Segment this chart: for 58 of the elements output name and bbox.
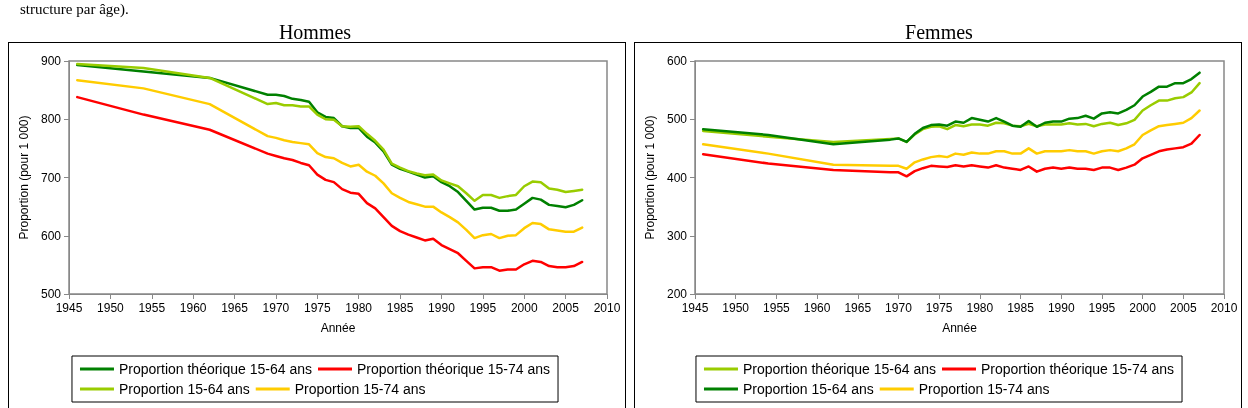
legend-label: Proportion théorique 15-64 ans bbox=[742, 361, 937, 377]
y-axis-title: Proportion (pour 1 000) bbox=[643, 115, 658, 240]
x-tick-label: 1990 bbox=[428, 301, 456, 315]
y-tick-label: 500 bbox=[40, 287, 62, 301]
x-tick-label: 1980 bbox=[345, 301, 373, 315]
legend-label: Proportion théorique 15-74 ans bbox=[981, 361, 1175, 377]
x-tick-label: 1980 bbox=[966, 301, 994, 315]
y-tick-label: 700 bbox=[40, 170, 62, 185]
x-tick-label: 1990 bbox=[1047, 301, 1075, 315]
x-tick-label: 2000 bbox=[510, 301, 538, 315]
x-tick-label: 1950 bbox=[97, 301, 125, 315]
x-tick-label: 1945 bbox=[55, 301, 83, 315]
legend-label: Proportion théorique 15-74 ans bbox=[357, 361, 551, 377]
legend-label: Proportion 15-74 ans bbox=[294, 381, 426, 397]
x-tick-label: 1955 bbox=[138, 301, 166, 315]
y-tick-label: 800 bbox=[40, 112, 62, 127]
y-axis-title: Proportion (pour 1 000) bbox=[17, 115, 32, 240]
legend-label: Proportion 15-64 ans bbox=[118, 381, 250, 397]
y-tick-label: 600 bbox=[666, 54, 688, 68]
legend-label: Proportion théorique 15-64 ans bbox=[118, 361, 313, 377]
x-tick-label: 1995 bbox=[469, 301, 497, 315]
line-series bbox=[701, 133, 1201, 178]
x-axis-title: Année bbox=[320, 321, 356, 335]
x-tick-label: 2005 bbox=[552, 301, 580, 315]
x-axis-title: Année bbox=[942, 321, 978, 335]
x-tick-label: 1975 bbox=[925, 301, 953, 315]
x-tick-label: 2010 bbox=[593, 301, 621, 315]
x-tick-label: 1995 bbox=[1088, 301, 1116, 315]
chart-title: Femmes bbox=[905, 21, 974, 43]
x-tick-label: 1975 bbox=[303, 301, 331, 315]
x-tick-label: 1945 bbox=[681, 301, 709, 315]
x-tick-label: 2010 bbox=[1210, 301, 1238, 315]
legend-label: Proportion 15-64 ans bbox=[742, 381, 874, 397]
x-tick-label: 2000 bbox=[1129, 301, 1157, 315]
y-tick-label: 500 bbox=[666, 112, 688, 127]
y-tick-label: 200 bbox=[666, 287, 688, 301]
text: structure par âge). bbox=[20, 0, 129, 18]
x-tick-label: 1965 bbox=[844, 301, 872, 315]
x-tick-label: 1985 bbox=[1007, 301, 1035, 315]
x-tick-label: 1965 bbox=[221, 301, 249, 315]
x-tick-label: 1985 bbox=[386, 301, 414, 315]
legend-label: Proportion 15-74 ans bbox=[918, 381, 1050, 397]
line-series bbox=[76, 95, 584, 272]
x-tick-label: 1960 bbox=[803, 301, 831, 315]
chart-title: Hommes bbox=[278, 21, 352, 43]
x-tick-label: 1960 bbox=[179, 301, 207, 315]
x-tick-label: 1955 bbox=[763, 301, 791, 315]
y-tick-label: 900 bbox=[40, 54, 62, 68]
x-tick-label: 2005 bbox=[1169, 301, 1197, 315]
x-tick-label: 1970 bbox=[885, 301, 913, 315]
y-tick-label: 400 bbox=[666, 170, 688, 185]
line-series bbox=[701, 109, 1201, 171]
line-series bbox=[76, 78, 584, 240]
y-tick-label: 600 bbox=[40, 228, 62, 243]
x-tick-label: 1950 bbox=[722, 301, 750, 315]
line-series bbox=[701, 71, 1201, 146]
y-tick-label: 300 bbox=[666, 228, 688, 243]
x-tick-label: 1970 bbox=[262, 301, 290, 315]
